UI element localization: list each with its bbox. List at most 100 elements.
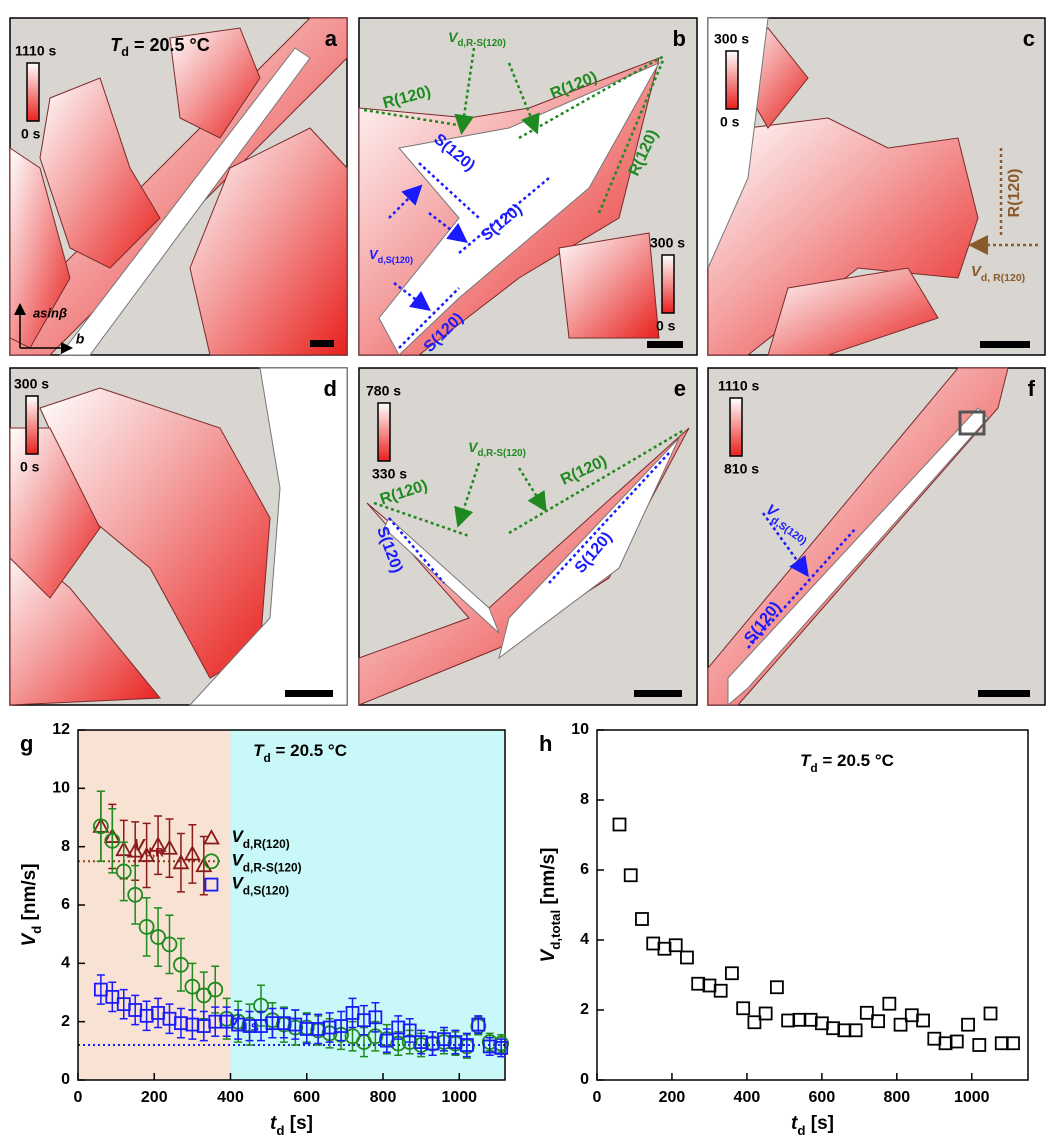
annotation: R(120) (1006, 169, 1023, 218)
data-point (668, 938, 683, 953)
x-axis-label-symbol: t (270, 1113, 277, 1134)
panel-label: e (674, 376, 686, 401)
data-point (183, 845, 201, 861)
data-point (612, 817, 627, 832)
annotation-sub: d (121, 45, 129, 59)
y-axis-label: Vd [nm/s] (19, 863, 44, 946)
colorbar-max: 300 s (14, 376, 49, 392)
data-point (680, 950, 694, 965)
colorbar (25, 395, 39, 455)
data-point (494, 1041, 509, 1055)
colorbar-min: 0 s (720, 114, 740, 130)
error-bar (108, 981, 117, 1013)
data-point (747, 1015, 762, 1030)
y-axis-label-rest: [nm/s] (538, 848, 559, 910)
data-point (713, 983, 728, 998)
panel-label: h (539, 731, 552, 756)
panel-b-image (358, 17, 698, 356)
legend-symbol (203, 853, 220, 870)
error-bar (428, 1031, 437, 1056)
data-point (471, 1017, 486, 1032)
panel-label: f (1028, 376, 1036, 401)
x-tick-label: 400 (217, 1089, 244, 1106)
error-bar (291, 1009, 300, 1040)
error-bar (211, 1006, 220, 1037)
annotation-sub: d,R-S(120) (457, 38, 505, 49)
colorbar-max: 300 s (650, 235, 685, 251)
y-tick-label: 8 (580, 791, 589, 808)
panel-e-image (358, 367, 698, 706)
annotation-symbol: V (369, 247, 379, 262)
data-point (1006, 1036, 1020, 1051)
error-bar (234, 1009, 243, 1040)
x-axis-label-sub: d (797, 1123, 805, 1138)
x-tick-label: 1000 (441, 1089, 477, 1106)
data-point (871, 1014, 885, 1029)
legend-label-sub: d,R(120) (243, 837, 290, 851)
error-bar (154, 997, 163, 1029)
data-point (657, 941, 672, 956)
annotation: Td = 20.5 °C (110, 35, 209, 60)
y-tick-label: 10 (52, 780, 70, 797)
error-bar (417, 1029, 426, 1055)
data-point (184, 978, 201, 995)
annotation: asinβ (33, 305, 67, 320)
error-bar (245, 1010, 254, 1042)
data-point (334, 1019, 348, 1033)
legend-label-symbol: V (231, 874, 244, 893)
error-bar (222, 1006, 231, 1037)
y-tick-label: 0 (61, 1071, 70, 1088)
data-point (149, 836, 167, 852)
colorbar-max: 1110 s (718, 378, 759, 394)
x-tick-label: 600 (809, 1089, 836, 1106)
data-point (459, 1038, 474, 1052)
data-point (646, 936, 661, 951)
legend-label-symbol: V (231, 827, 244, 846)
error-bar (176, 832, 185, 893)
annotation-sub: d, R(120) (981, 272, 1025, 284)
data-point (837, 1023, 852, 1038)
x-axis-label-rest: [s] (805, 1113, 834, 1134)
annotation-rest: = 20.5 °C (129, 35, 210, 55)
data-point (691, 976, 706, 991)
legend-symbol (204, 877, 219, 892)
colorbar (661, 254, 675, 314)
error-bar (257, 1010, 265, 1042)
error-bar (154, 815, 163, 876)
y-tick-label: 4 (61, 955, 70, 972)
y-tick-label: 2 (580, 1001, 589, 1018)
data-point (725, 966, 739, 981)
error-bar (165, 818, 174, 879)
panel-label: a (325, 26, 338, 51)
data-point (972, 1038, 987, 1052)
data-point (345, 1006, 360, 1020)
data-point (161, 936, 178, 953)
panel-label: d (324, 376, 337, 401)
error-bar (440, 1026, 448, 1052)
chart-title: Td = 20.5 °C (800, 751, 894, 775)
chart-title-symbol: T (800, 751, 812, 770)
annotation-symbol: V (448, 29, 459, 45)
data-point (961, 1017, 975, 1032)
x-tick-label: 800 (370, 1089, 397, 1106)
error-bar (188, 824, 197, 884)
data-point (105, 989, 120, 1004)
data-point (195, 856, 213, 873)
colorbar-min: 330 s (372, 466, 407, 482)
y-tick-label: 6 (61, 896, 70, 913)
error-bar (199, 1010, 208, 1042)
error-bar (314, 1013, 323, 1045)
annotation: Vd,S(120) (369, 247, 413, 265)
y-tick-label: 8 (61, 838, 70, 855)
error-bar (394, 1015, 403, 1040)
data-point (983, 1006, 998, 1021)
plot-frame (596, 729, 1029, 1081)
annotation-symbol: V (971, 263, 983, 280)
error-bar (154, 907, 163, 967)
x-tick-label: 800 (883, 1089, 910, 1106)
annotation-symbol: V (133, 836, 146, 855)
data-point (402, 1023, 417, 1038)
annotation: b (76, 331, 85, 347)
data-point (115, 863, 132, 880)
